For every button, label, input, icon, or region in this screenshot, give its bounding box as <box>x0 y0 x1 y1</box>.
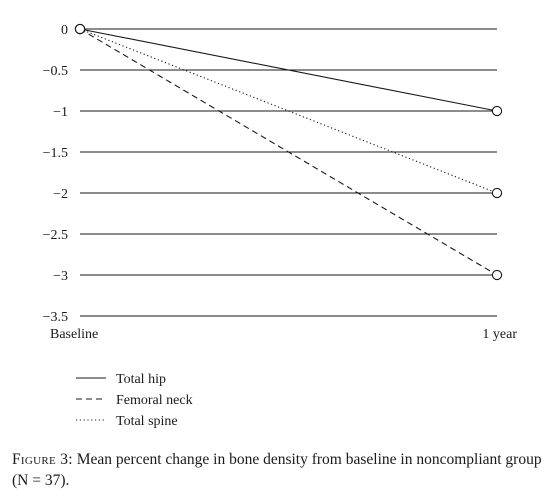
y-tick-label: −1 <box>53 105 68 120</box>
series-line <box>79 28 498 112</box>
data-point <box>491 187 503 199</box>
y-tick-label: −0.5 <box>43 64 68 79</box>
y-tick-label: −2 <box>53 187 68 202</box>
figure-caption: Figure 3: Mean percent change in bone de… <box>12 449 542 491</box>
caption-label: Figure 3: <box>12 451 73 468</box>
series-line <box>79 28 498 194</box>
y-tick-label: −1.5 <box>43 146 68 161</box>
y-tick-label: −3.5 <box>43 310 68 325</box>
data-point <box>491 105 503 117</box>
y-tick-label: −2.5 <box>43 228 68 243</box>
data-point <box>74 23 86 35</box>
y-tick-label: −3 <box>53 269 68 284</box>
caption-text: Mean percent change in bone density from… <box>12 451 542 489</box>
legend-label: Femoral neck <box>116 393 193 408</box>
line-chart: 0 −0.5 −1 −1.5 −2 −2.5 −3 −3.5 Baseline 1 year Tot… <box>43 23 518 429</box>
x-tick-label: 1 year <box>482 327 517 342</box>
x-tick-label: Baseline <box>50 327 98 342</box>
legend-label: Total spine <box>116 414 178 429</box>
data-point <box>491 269 503 281</box>
legend-label: Total hip <box>116 372 166 387</box>
y-tick-label: 0 <box>61 23 68 38</box>
series-line <box>79 28 498 276</box>
